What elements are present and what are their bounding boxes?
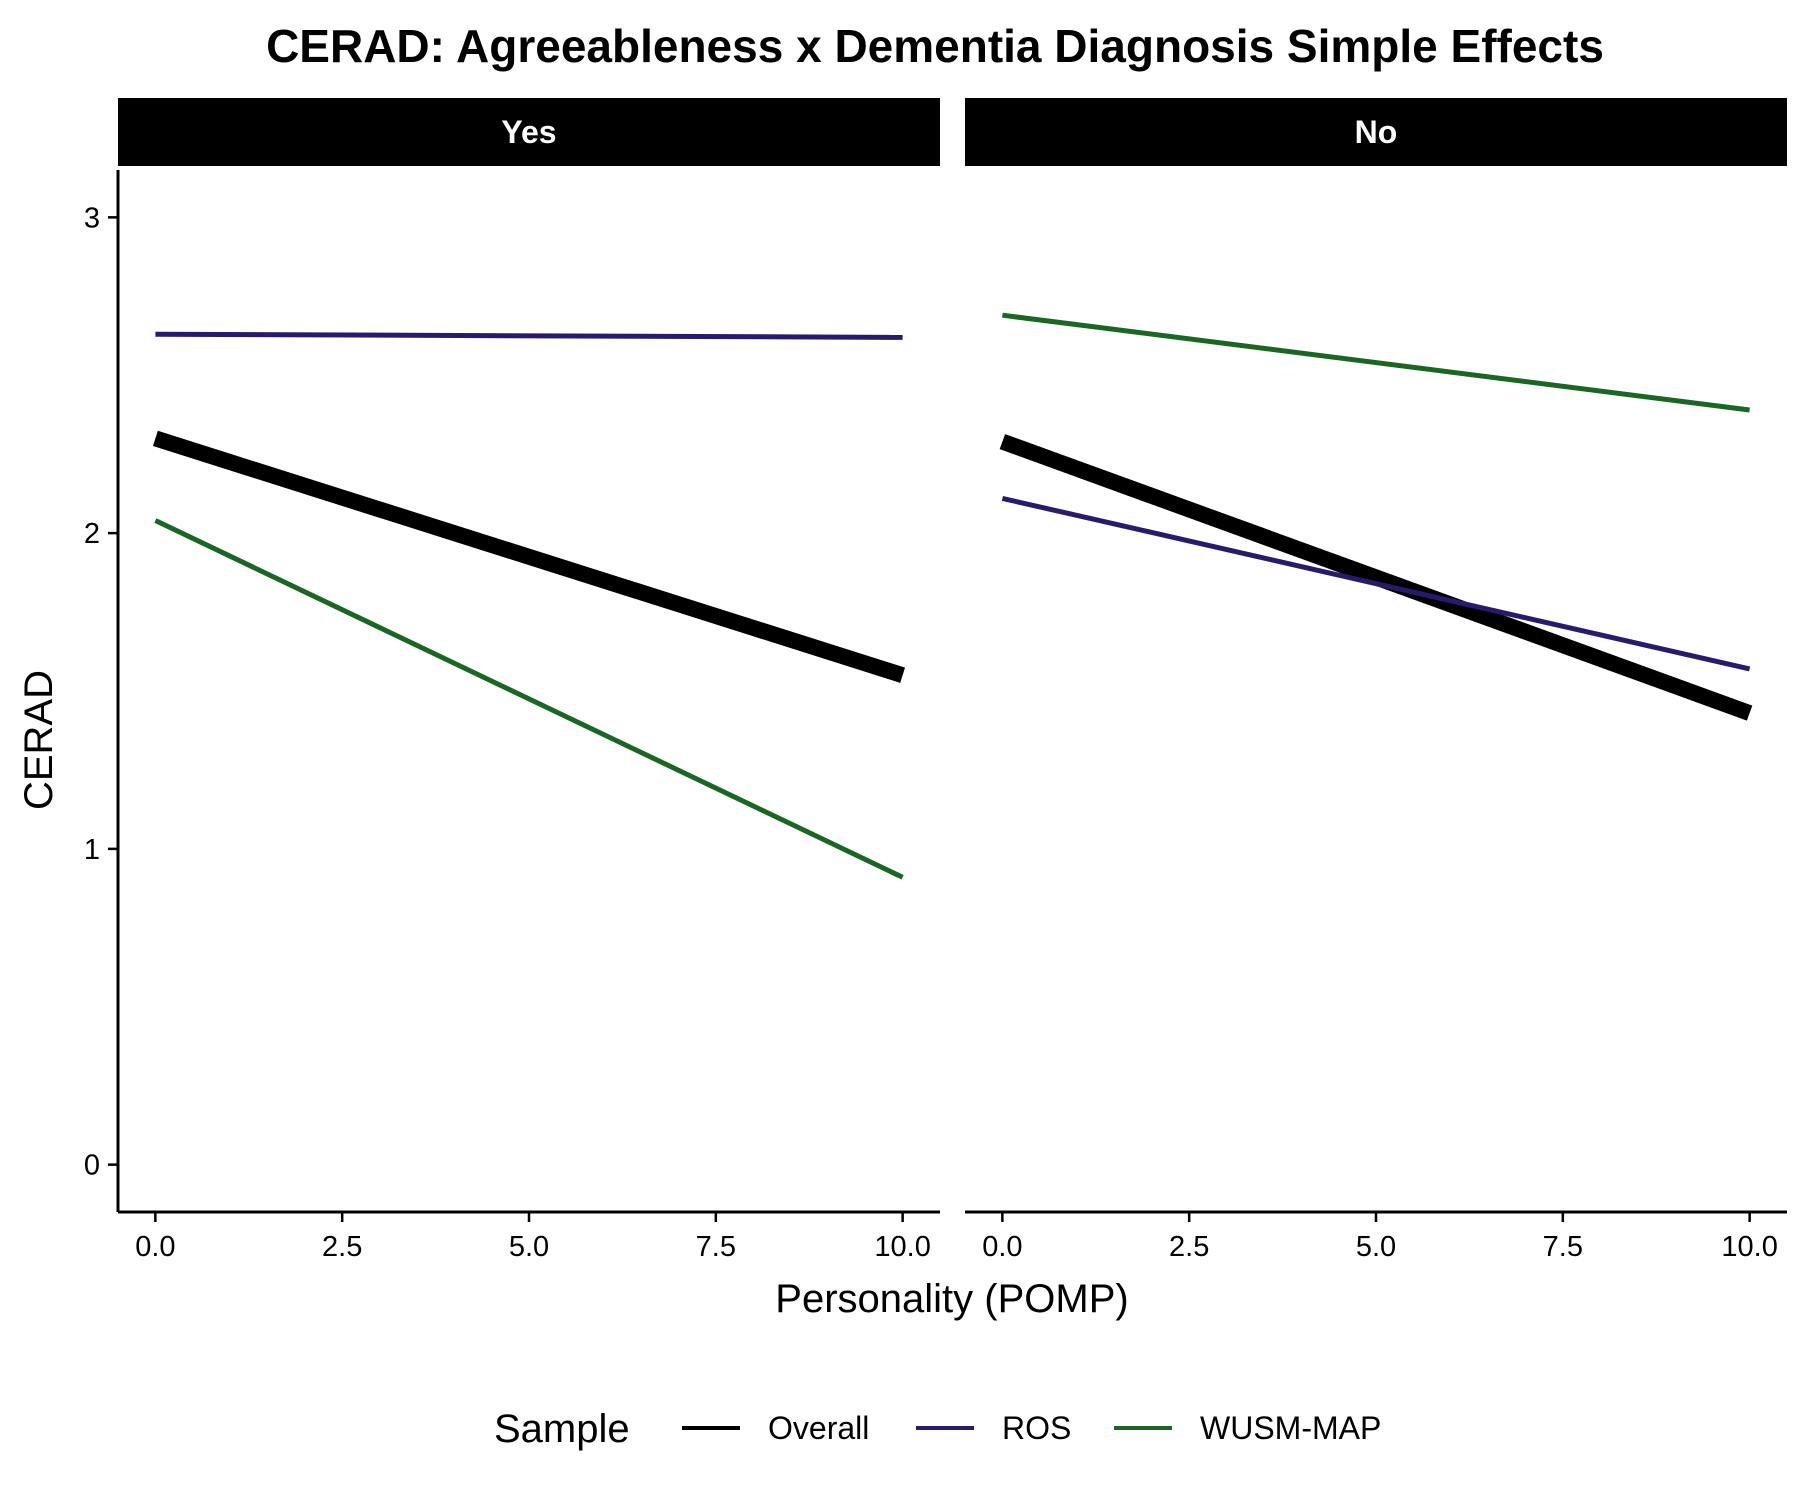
- panels: Yes 0.0 2.5 5.0 7.5 10.0 0 1 2 3 No 0.0 2.5 5.0 7.5 10.…: [84, 98, 1787, 1263]
- x-tick-label: 7.5: [696, 1231, 736, 1263]
- series-line-wusm-map: [154, 518, 904, 880]
- legend-label-overall: Overall: [768, 1410, 869, 1446]
- strip-background: [965, 98, 1787, 166]
- x-tick-label: 0.0: [135, 1231, 175, 1263]
- y-tick-label: 3: [84, 202, 100, 234]
- series-line-wusm-map: [1002, 312, 1750, 413]
- y-tick-label: 0: [84, 1150, 100, 1182]
- y-tick-label: 1: [84, 834, 100, 866]
- strip-label: Yes: [501, 114, 556, 150]
- strip-label: No: [1355, 114, 1398, 150]
- x-tick-label: 2.5: [1169, 1231, 1209, 1263]
- series-line-overall: [152, 430, 906, 683]
- panel-yes: Yes 0.0 2.5 5.0 7.5 10.0 0 1 2 3: [84, 98, 940, 1263]
- panel-no: No 0.0 2.5 5.0 7.5 10.0: [965, 98, 1787, 1263]
- legend-label-ros: ROS: [1002, 1410, 1071, 1446]
- series-line-ros: [1001, 495, 1751, 672]
- x-tick-label: 7.5: [1543, 1231, 1583, 1263]
- legend-title: Sample: [494, 1407, 630, 1451]
- x-tick-label: 5.0: [509, 1231, 549, 1263]
- chart-title: CERAD: Agreeableness x Dementia Diagnosi…: [266, 20, 1604, 72]
- x-tick-label: 10.0: [874, 1231, 930, 1263]
- series-line-overall: [999, 434, 1753, 721]
- legend: Sample Overall ROS WUSM-MAP: [494, 1407, 1381, 1451]
- y-axis-title: CERAD: [17, 670, 61, 810]
- x-tick-label: 5.0: [1356, 1231, 1396, 1263]
- legend-label-wusm-map: WUSM-MAP: [1200, 1410, 1381, 1446]
- y-tick-label: 2: [84, 518, 100, 550]
- x-tick-label: 10.0: [1721, 1231, 1777, 1263]
- x-tick-label: 2.5: [322, 1231, 362, 1263]
- strip-background: [118, 98, 940, 166]
- x-axis-title: Personality (POMP): [775, 1277, 1128, 1321]
- x-tick-label: 0.0: [982, 1231, 1022, 1263]
- series-line-ros: [155, 331, 903, 340]
